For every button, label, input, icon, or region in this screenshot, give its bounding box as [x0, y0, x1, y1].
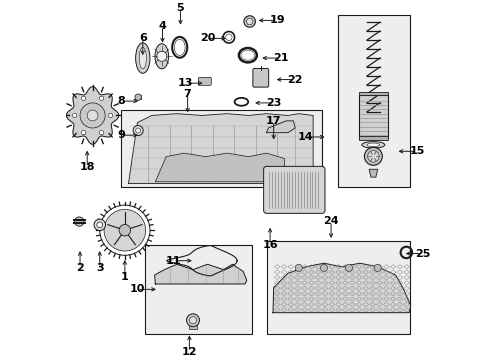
Text: 4: 4 — [159, 21, 167, 31]
Circle shape — [80, 103, 105, 128]
FancyBboxPatch shape — [253, 68, 269, 87]
Ellipse shape — [155, 44, 169, 69]
Text: 7: 7 — [184, 89, 192, 99]
Polygon shape — [155, 264, 247, 284]
FancyBboxPatch shape — [198, 77, 211, 85]
Circle shape — [365, 147, 382, 165]
Circle shape — [94, 219, 105, 230]
FancyBboxPatch shape — [264, 166, 325, 213]
Text: 10: 10 — [130, 284, 145, 294]
Circle shape — [345, 264, 353, 271]
Polygon shape — [67, 87, 119, 144]
Circle shape — [108, 113, 113, 118]
Text: 18: 18 — [79, 162, 95, 172]
Text: 5: 5 — [176, 3, 184, 13]
Text: 9: 9 — [117, 130, 125, 140]
Bar — [338, 15, 410, 187]
Circle shape — [73, 113, 77, 118]
Circle shape — [368, 150, 379, 162]
Bar — [135, 95, 141, 99]
Circle shape — [119, 225, 131, 236]
Text: 2: 2 — [76, 263, 84, 273]
Circle shape — [104, 210, 146, 251]
Polygon shape — [246, 18, 253, 24]
Text: 15: 15 — [410, 146, 425, 156]
Circle shape — [320, 264, 327, 271]
Circle shape — [74, 217, 84, 226]
Ellipse shape — [136, 43, 150, 73]
Text: 6: 6 — [139, 33, 147, 43]
Polygon shape — [369, 169, 378, 177]
Ellipse shape — [367, 143, 380, 147]
Text: 13: 13 — [178, 78, 194, 88]
Text: 16: 16 — [262, 239, 278, 249]
Circle shape — [81, 130, 86, 135]
Circle shape — [99, 96, 104, 100]
Circle shape — [99, 130, 104, 135]
Bar — [145, 244, 252, 334]
Text: 21: 21 — [273, 53, 289, 63]
Circle shape — [244, 16, 255, 27]
Bar — [359, 95, 388, 138]
Polygon shape — [155, 153, 285, 182]
Polygon shape — [267, 121, 295, 133]
Ellipse shape — [139, 47, 147, 69]
Text: 8: 8 — [118, 96, 125, 106]
Text: 14: 14 — [298, 132, 314, 142]
Circle shape — [133, 126, 143, 135]
Text: 1: 1 — [121, 272, 129, 282]
Circle shape — [136, 128, 141, 133]
Text: 3: 3 — [96, 263, 103, 273]
Text: 19: 19 — [270, 15, 285, 26]
Polygon shape — [273, 263, 411, 313]
Circle shape — [157, 51, 167, 61]
Ellipse shape — [362, 141, 385, 148]
Circle shape — [87, 110, 98, 121]
Circle shape — [374, 264, 381, 271]
Bar — [359, 92, 388, 95]
Circle shape — [295, 264, 302, 271]
Text: 12: 12 — [182, 347, 197, 357]
Bar — [359, 136, 388, 140]
Bar — [190, 321, 196, 329]
Text: 24: 24 — [323, 216, 339, 226]
Circle shape — [97, 222, 102, 228]
Bar — [122, 110, 322, 187]
Text: 23: 23 — [266, 98, 281, 108]
Text: 17: 17 — [266, 116, 281, 126]
Text: 25: 25 — [415, 248, 430, 258]
Polygon shape — [128, 114, 313, 184]
Circle shape — [81, 96, 86, 100]
Circle shape — [187, 314, 199, 327]
Text: 20: 20 — [199, 33, 215, 43]
Circle shape — [190, 317, 196, 324]
Text: 11: 11 — [166, 256, 181, 266]
Circle shape — [135, 94, 141, 100]
Bar — [267, 241, 410, 334]
Text: 22: 22 — [288, 75, 303, 85]
